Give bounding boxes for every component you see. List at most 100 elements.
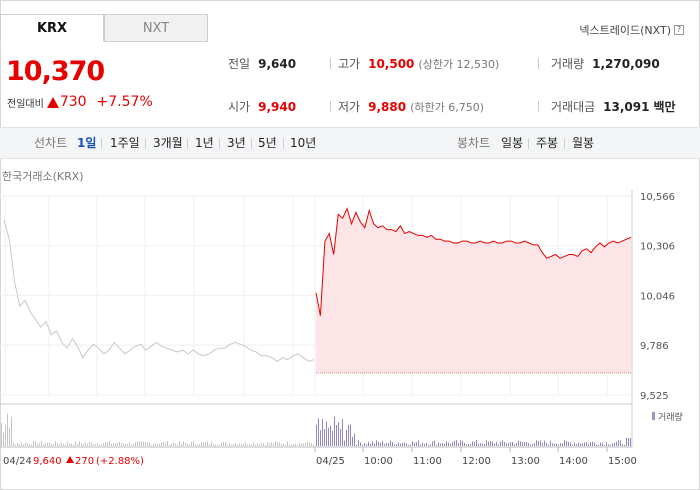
nextrade-label: 넥스트레이드(NXT) [579,24,671,37]
period-1d[interactable]: 1일 [77,136,97,150]
prev-day-summary: 04/24 9,640 270 (+2.88%) [3,456,144,467]
candle-monthly[interactable]: 월봉 [572,136,595,150]
volume-bar [75,441,76,446]
volume-bar [318,418,319,446]
volume-bar [7,413,8,446]
volume-bar [299,442,300,446]
volume-bar [311,443,312,446]
volume-bar [115,443,116,446]
divider [283,138,284,149]
volume-bar [191,441,192,446]
volume-bar [145,442,146,446]
volume-bar [217,444,218,446]
volume-bar [534,443,535,446]
x-tick-label: 10:00 [364,456,393,467]
y-tick-label: 10,046 [640,291,675,302]
volume-bar [574,442,575,446]
divider [330,101,331,112]
volume-bar [518,440,519,446]
volume-bar [380,443,381,446]
volume-bar [436,444,437,446]
volume-bar [265,444,266,446]
volume-bar [478,443,479,446]
volume-bar [31,444,32,446]
period-10y[interactable]: 10년 [290,136,317,150]
volume-bar [243,443,244,446]
volume-bar [169,444,170,446]
change-percent: +7.57% [96,94,153,110]
volume-bar [97,443,98,446]
volume-bar [512,442,513,446]
volume-bar [53,444,54,446]
volume-bar [267,441,268,446]
y-tick-label: 9,525 [640,391,669,402]
prev-day-price: 9,640 [33,456,62,467]
volume-bar [340,428,341,446]
volume-bar [255,444,256,446]
volume-bar [147,442,148,446]
volume-bar [121,443,122,446]
upper-limit: (상한가 12,530) [418,58,500,71]
stat-label: 거래량 [551,57,585,71]
volume-bar [149,442,150,446]
volume-bar [17,443,18,446]
volume-bar [111,443,112,446]
volume-bar [346,429,347,446]
stat-prev-close: 전일 9,640 [228,55,296,72]
tab-nxt[interactable]: NXT [104,14,208,42]
volume-bar [572,444,573,446]
volume-bar [566,440,567,446]
volume-bar [428,444,429,446]
volume-bar [348,424,349,446]
volume-bar [43,444,44,446]
divider [330,58,331,69]
divider [187,138,188,149]
volume-bar [281,443,282,446]
volume-bar [328,427,329,446]
help-icon[interactable]: ? [674,25,684,35]
volume-bar [382,440,383,446]
volume-bar [177,444,178,446]
volume-bar [157,444,158,446]
volume-bar [420,444,421,446]
volume-bar [57,443,58,446]
period-3y[interactable]: 3년 [227,136,246,150]
volume-bar [293,444,294,446]
volume-bar [594,442,595,446]
volume-bar [354,433,355,446]
volume-bar [63,443,64,446]
volume-bar [448,442,449,446]
volume-bar [189,444,190,446]
volume-bar [175,443,176,446]
stat-low: 저가 9,880 (하한가 6,750) [338,98,484,115]
volume-bar [303,443,304,446]
volume-bar [59,444,60,446]
period-1y[interactable]: 1년 [195,136,214,150]
volume-bar [41,441,42,446]
tab-krx[interactable]: KRX [0,14,104,42]
period-1w[interactable]: 1주일 [110,136,140,150]
volume-bar [51,443,52,446]
candle-daily[interactable]: 일봉 [501,136,524,150]
volume-bar [528,443,529,446]
stat-label: 시가 [228,100,251,114]
period-3m[interactable]: 3개월 [153,136,183,150]
volume-bar [438,442,439,446]
stat-label: 저가 [338,100,361,114]
candle-weekly[interactable]: 주봉 [536,136,559,150]
volume-bar [468,443,469,446]
volume-bar [309,442,310,446]
volume-bar [219,444,220,446]
volume-bar [95,444,96,446]
period-5y[interactable]: 5년 [258,136,277,150]
line-chart-heading: 선차트 [34,136,68,150]
volume-bar [307,441,308,446]
volume-bar [386,443,387,446]
volume-bar [526,441,527,446]
volume-bar [360,442,361,446]
volume-bar [460,440,461,446]
nextrade-link[interactable]: 넥스트레이드(NXT) ? [579,22,684,38]
volume-bar [554,443,555,446]
prev-day-date: 04/24 [3,456,32,467]
